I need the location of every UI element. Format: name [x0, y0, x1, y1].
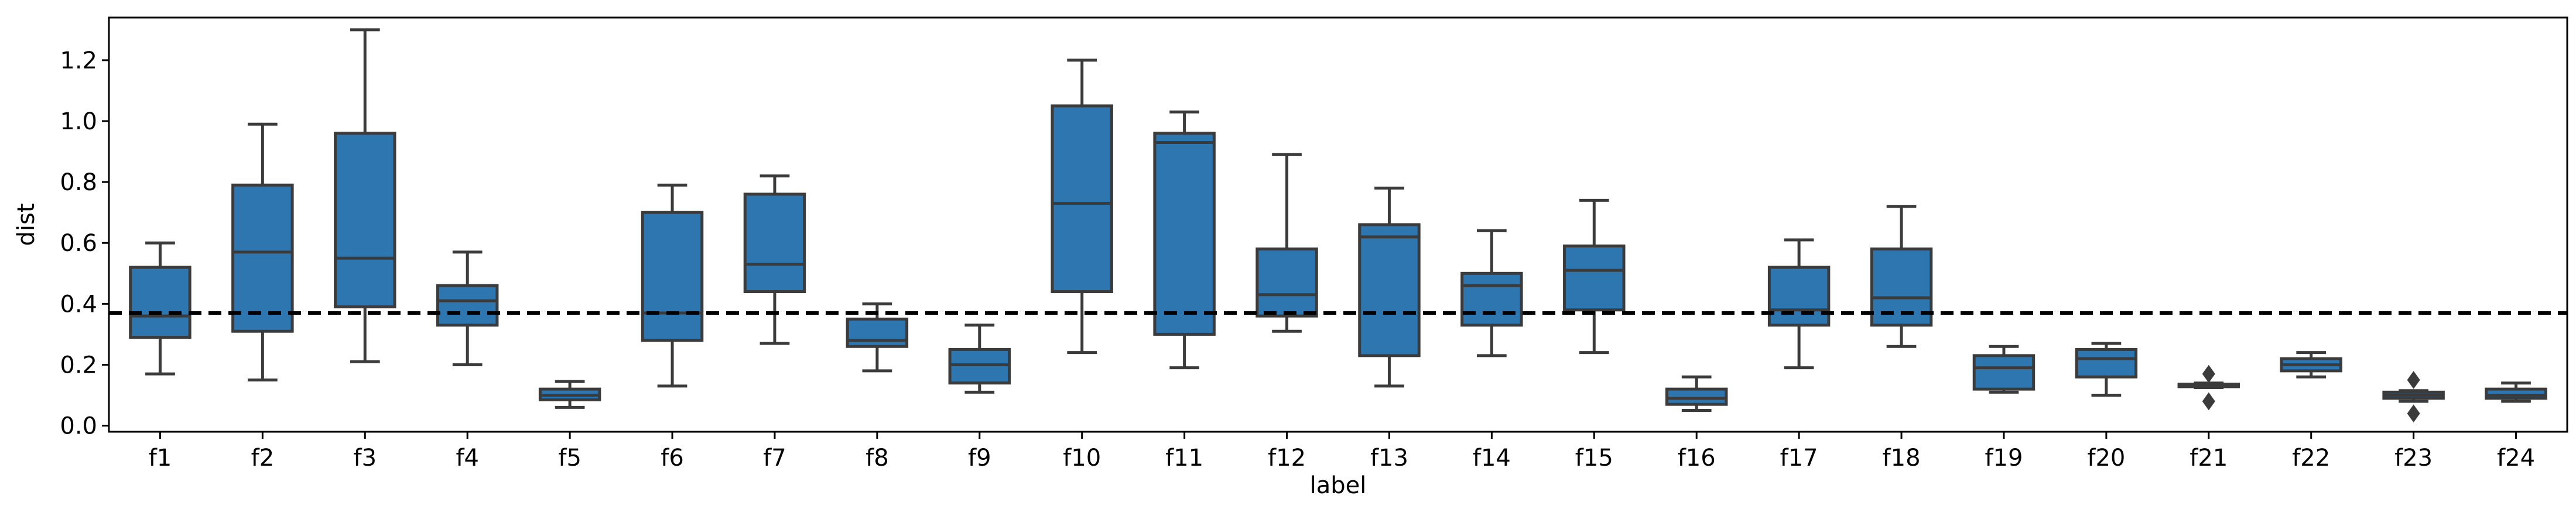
box-iqr-f15: [1563, 244, 1626, 312]
x-tick-label: f24: [2497, 445, 2535, 472]
box-iqr-f4: [436, 284, 499, 327]
box-f3: [334, 28, 396, 363]
box-f5: [538, 380, 601, 409]
flier-f23-1: [2407, 371, 2420, 389]
box-iqr-f2: [231, 183, 294, 333]
box-iqr-f17: [1767, 266, 1831, 327]
x-tick-label: f17: [1780, 445, 1818, 472]
box-f14: [1460, 229, 1523, 357]
x-tick-label: f3: [354, 445, 377, 472]
x-tick-label: f20: [2087, 445, 2125, 472]
x-tick-label: f6: [661, 445, 684, 472]
x-tick-label: f10: [1063, 445, 1101, 472]
axes: 0.0 0.2 0.4 0.6 0.8 1.0 1.2 f1 f2 f3 f4 f5 f6 f7 f8 f9 f…: [60, 16, 2568, 472]
box-f8: [846, 302, 909, 373]
flier-f21-1: [2202, 364, 2215, 383]
box-f23: [2382, 371, 2445, 423]
y-axis-label: dist: [13, 203, 40, 246]
flier-f21-0: [2202, 392, 2215, 411]
box-f16: [1665, 375, 1728, 412]
box-iqr-f1: [129, 266, 191, 339]
x-tick-label: f18: [1883, 445, 1921, 472]
box-f1: [129, 241, 191, 376]
box-f20: [2075, 342, 2138, 397]
box-f11: [1153, 110, 1216, 370]
box-iqr-f19: [1972, 354, 2036, 391]
x-tick-label: f14: [1473, 445, 1511, 472]
box-f13: [1358, 187, 1421, 388]
box-f17: [1767, 238, 1831, 370]
box-iqr-f3: [334, 132, 396, 309]
x-tick-label: f19: [1985, 445, 2023, 472]
y-tick-label: 1.0: [60, 108, 97, 135]
box-f19: [1972, 345, 2036, 394]
box-iqr-f24: [2485, 387, 2547, 400]
axes-frame: [108, 16, 2568, 433]
x-tick-label: f4: [456, 445, 479, 472]
box-f22: [2280, 351, 2342, 379]
box-iqr-f7: [743, 192, 806, 294]
x-tick-label: f8: [865, 445, 889, 472]
x-tick-label: f23: [2394, 445, 2433, 472]
x-tick-label: f12: [1268, 445, 1306, 472]
plot-area: [109, 28, 2567, 423]
box-f21: [2177, 364, 2240, 411]
x-tick-label: f2: [251, 445, 275, 472]
y-tick-label: 0.8: [60, 169, 97, 196]
box-f10: [1051, 59, 1113, 355]
box-iqr-f11: [1153, 132, 1216, 336]
box-f4: [436, 250, 499, 366]
flier-f23-0: [2407, 404, 2420, 423]
y-tick-label: 1.2: [60, 47, 97, 74]
y-tick-label: 0.0: [60, 413, 97, 440]
box-f9: [948, 324, 1011, 394]
box-f12: [1255, 153, 1318, 333]
box-f2: [231, 122, 294, 381]
x-tick-label: f1: [149, 445, 172, 472]
x-axis-label: label: [1310, 472, 1367, 499]
box-iqr-f10: [1051, 104, 1113, 294]
x-tick-label: f15: [1575, 445, 1613, 472]
y-tick-label: 0.2: [60, 352, 97, 379]
box-f6: [641, 183, 704, 388]
box-iqr-f14: [1460, 271, 1523, 327]
x-tick-label: f9: [968, 445, 991, 472]
y-tick-label: 0.6: [60, 230, 97, 257]
box-f24: [2485, 381, 2547, 403]
box-f7: [743, 174, 806, 345]
x-tick-label: f21: [2190, 445, 2228, 472]
box-f15: [1563, 198, 1626, 355]
x-tick-label: f16: [1678, 445, 1716, 472]
box-iqr-f9: [948, 348, 1011, 385]
box-iqr-f16: [1665, 387, 1728, 406]
box-iqr-f12: [1255, 247, 1318, 318]
x-tick-label: f13: [1370, 445, 1408, 472]
box-iqr-f6: [641, 211, 704, 342]
x-tick-label: f22: [2292, 445, 2330, 472]
x-tick-label: f7: [763, 445, 786, 472]
box-iqr-f20: [2075, 348, 2138, 379]
x-tick-label: f5: [558, 445, 581, 472]
box-iqr-f8: [846, 317, 909, 348]
y-tick-label: 0.4: [60, 291, 97, 318]
box-iqr-f13: [1358, 223, 1421, 357]
x-tick-label: f11: [1165, 445, 1203, 472]
